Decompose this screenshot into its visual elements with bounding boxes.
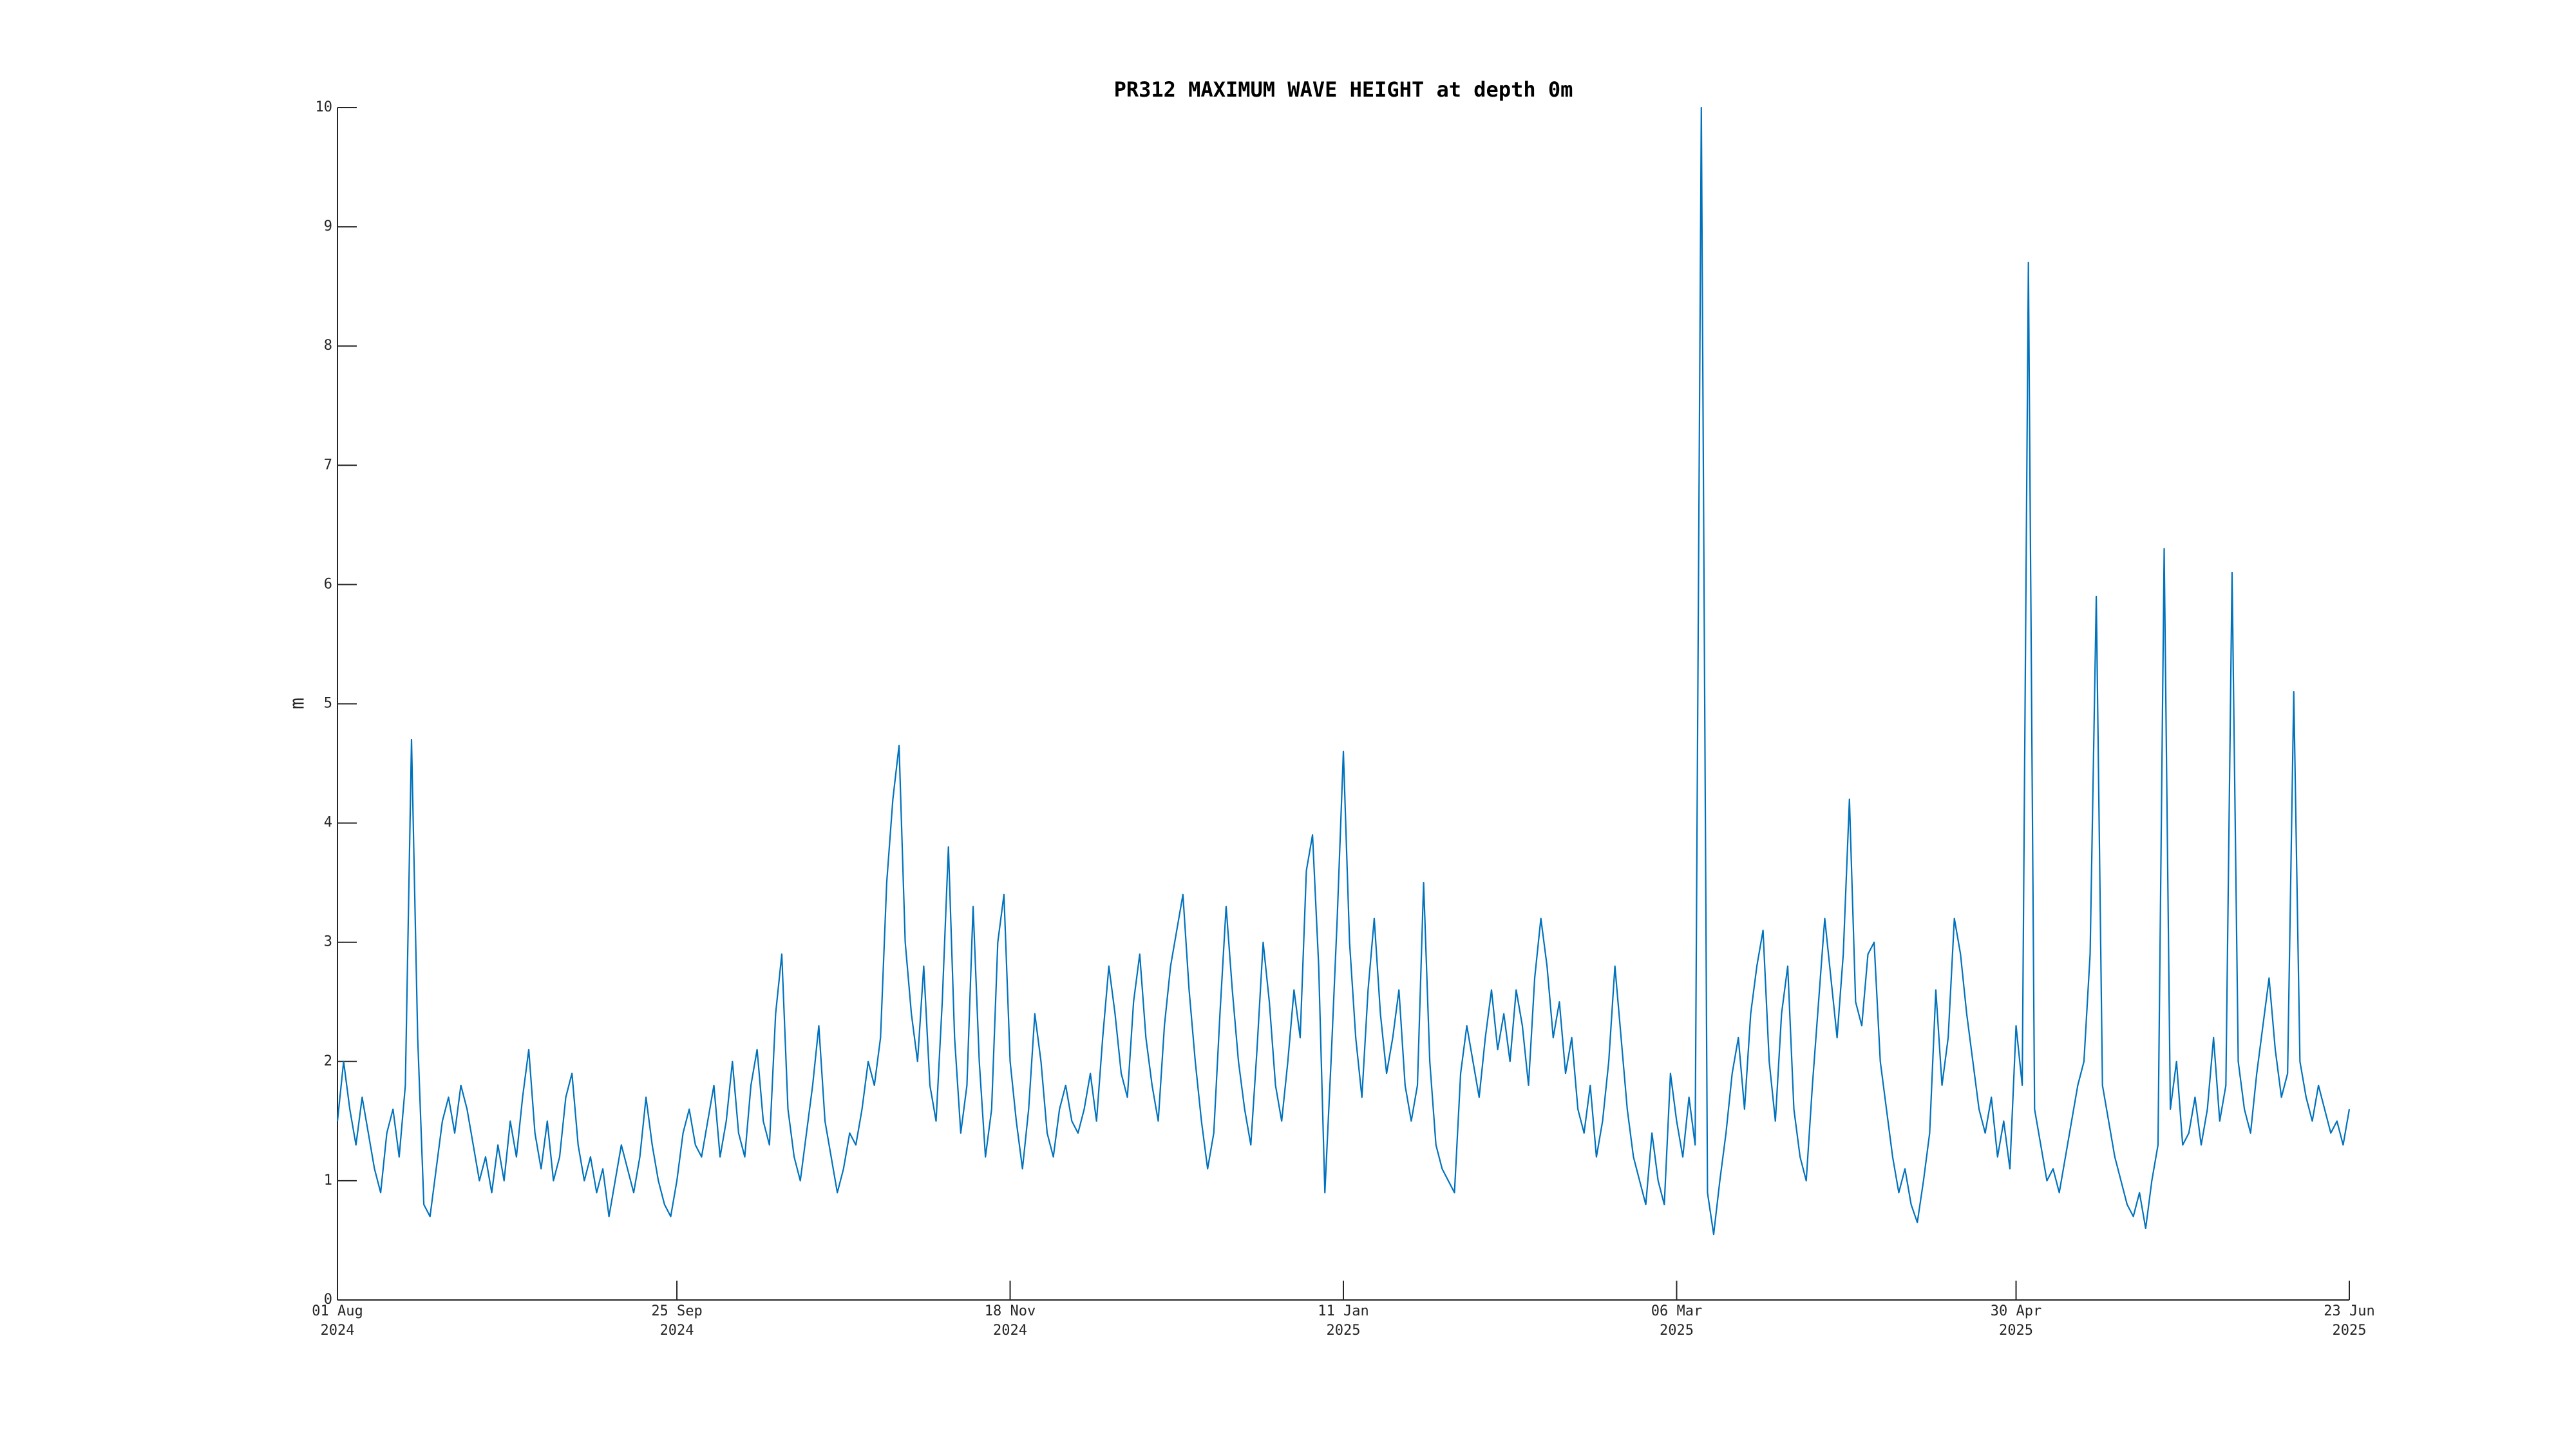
y-tick-label: 1 [324, 1172, 332, 1189]
x-tick-label: 25 Sep 2024 [651, 1303, 702, 1339]
x-tick-label: 01 Aug 2024 [312, 1303, 363, 1339]
y-tick-label: 4 [324, 815, 332, 831]
y-tick-label: 5 [324, 696, 332, 712]
chart-title: PR312 MAXIMUM WAVE HEIGHT at depth 0m [1114, 77, 1573, 102]
data-line [336, 106, 2351, 1236]
y-tick-label: 2 [324, 1053, 332, 1069]
x-tick-label: 23 Jun 2025 [2324, 1303, 2374, 1339]
x-tick-label: 30 Apr 2025 [1991, 1303, 2041, 1339]
y-tick-label: 10 [316, 99, 333, 115]
y-tick-label: 6 [324, 576, 332, 592]
y-tick-label: 7 [324, 457, 332, 473]
y-tick-label: 8 [324, 338, 332, 354]
y-tick-label: 0 [324, 1292, 332, 1308]
y-tick-label: 9 [324, 218, 332, 234]
x-tick-label: 06 Mar 2025 [1651, 1303, 1702, 1339]
y-axis-label: m [287, 698, 309, 709]
y-tick-label: 3 [324, 934, 332, 950]
x-tick-label: 11 Jan 2025 [1318, 1303, 1368, 1339]
x-tick-label: 18 Nov 2024 [985, 1303, 1036, 1339]
